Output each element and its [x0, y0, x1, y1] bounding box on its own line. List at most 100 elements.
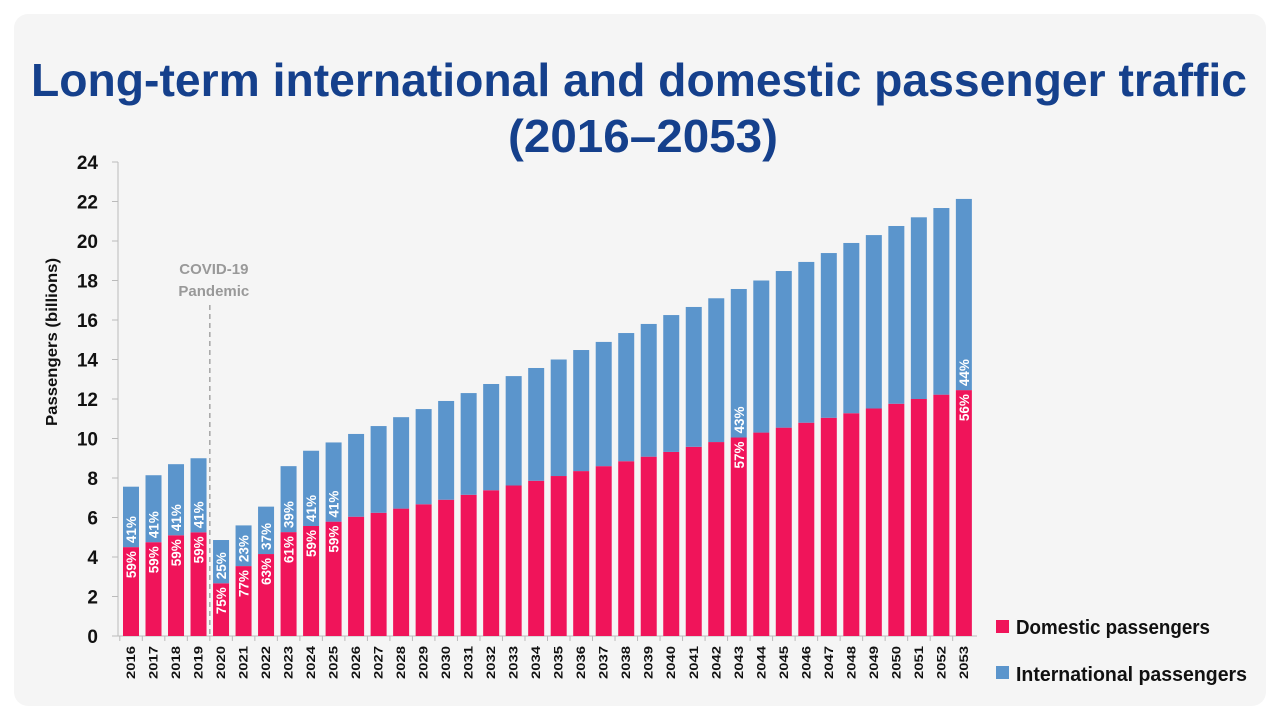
x-tick-label: 2044 — [754, 646, 768, 679]
bar-2052 — [933, 208, 950, 636]
international-share-label: 41% — [303, 494, 319, 522]
bar-2048 — [843, 242, 860, 636]
domestic-bar — [483, 490, 500, 636]
international-bar — [438, 400, 455, 500]
x-tick-label: 2026 — [349, 646, 363, 679]
international-bar — [168, 464, 185, 536]
international-bar — [933, 208, 950, 395]
domestic-share-label: 57% — [731, 441, 747, 469]
bar-2024: 59%41% — [303, 450, 320, 636]
legend-label: Domestic passengers — [1016, 617, 1210, 639]
bar-2043: 57%43% — [730, 288, 747, 636]
x-tick-label: 2038 — [619, 646, 633, 679]
x-tick-label: 2029 — [417, 646, 431, 679]
domestic-bar — [550, 476, 567, 636]
domestic-share-label: 59% — [191, 536, 207, 564]
domestic-bar — [415, 504, 432, 636]
x-tick-label: 2053 — [957, 646, 971, 679]
domestic-bar — [123, 547, 139, 636]
y-tick-label: 0 — [87, 627, 98, 648]
bar-2028 — [393, 417, 410, 636]
bar-2045 — [775, 271, 792, 636]
x-tick-label: 2028 — [394, 646, 408, 679]
x-tick-label: 2032 — [484, 646, 498, 679]
domestic-share-label: 59% — [146, 546, 162, 574]
domestic-share-label: 61% — [281, 536, 297, 564]
international-share-label: 41% — [146, 511, 162, 539]
x-tick-label: 2030 — [439, 646, 453, 679]
international-share-label: 41% — [191, 501, 207, 529]
international-share-label: 43% — [731, 406, 747, 434]
international-share-label: 41% — [168, 504, 184, 532]
international-share-label: 25% — [213, 552, 229, 580]
x-tick-label: 2018 — [169, 646, 183, 679]
x-tick-label: 2050 — [889, 646, 903, 679]
domestic-bar — [775, 427, 792, 636]
bar-2039 — [640, 323, 657, 636]
x-tick-label: 2036 — [574, 646, 588, 679]
x-tick-label: 2039 — [642, 646, 656, 679]
legend-swatch — [996, 666, 1009, 679]
bar-2042 — [708, 298, 725, 636]
international-bar — [528, 367, 545, 481]
x-tick-label: 2016 — [124, 646, 138, 679]
y-tick-label: 12 — [77, 390, 98, 411]
bar-2040 — [663, 315, 680, 636]
domestic-share-label: 56% — [956, 394, 972, 422]
bar-2036 — [573, 350, 590, 636]
x-tick-label: 2031 — [462, 646, 476, 679]
international-bar — [910, 217, 927, 399]
international-share-label: 41% — [123, 516, 139, 544]
x-tick-label: 2048 — [844, 646, 858, 679]
domestic-bar — [348, 516, 365, 636]
legend-swatch — [996, 620, 1009, 633]
x-tick-label: 2034 — [529, 646, 543, 679]
domestic-bar — [595, 466, 612, 636]
y-tick-label: 4 — [87, 548, 98, 569]
international-bar — [123, 486, 139, 548]
x-tick-label: 2042 — [709, 646, 723, 679]
international-bar — [460, 393, 477, 495]
bar-2038 — [618, 333, 635, 636]
bar-2027 — [370, 426, 387, 636]
international-bar — [303, 450, 320, 526]
bar-2026 — [348, 433, 365, 636]
international-bar — [235, 525, 252, 567]
international-bar — [190, 458, 207, 533]
international-bar — [753, 280, 770, 433]
bar-2053: 56%44% — [955, 198, 972, 636]
x-tick-label: 2041 — [687, 646, 701, 679]
x-tick-label: 2025 — [327, 646, 341, 679]
international-bar — [145, 475, 162, 543]
international-bar — [820, 253, 837, 418]
bars: 59%41%59%41%59%41%59%41%75%25%77%23%63%3… — [123, 198, 972, 636]
international-bar — [415, 409, 432, 505]
x-tick-label: 2051 — [912, 646, 926, 679]
y-tick-label: 20 — [77, 232, 98, 253]
legend: Domestic passengers International passeng… — [996, 617, 1247, 686]
bar-2029 — [415, 409, 432, 636]
international-bar — [595, 341, 612, 467]
x-tick-label: 2021 — [237, 646, 251, 679]
bar-2022: 63%37% — [258, 506, 275, 636]
domestic-bar — [618, 461, 635, 636]
bar-2021: 77%23% — [235, 525, 252, 636]
international-share-label: 37% — [258, 523, 274, 551]
bar-2044 — [753, 280, 770, 636]
bar-2049 — [865, 235, 882, 636]
international-bar — [865, 235, 882, 409]
bar-2037 — [595, 341, 612, 636]
x-tick-label: 2027 — [372, 646, 386, 679]
y-tick-label: 10 — [77, 430, 98, 451]
y-tick-label: 2 — [87, 588, 98, 609]
x-tick-label: 2045 — [777, 646, 791, 679]
domestic-bar — [393, 508, 410, 636]
domestic-bar — [865, 408, 882, 636]
bar-2032 — [483, 383, 500, 636]
x-tick-label: 2037 — [597, 646, 611, 679]
covid-annotation: COVID-19 Pandemic — [178, 261, 249, 636]
international-share-label: 23% — [236, 535, 252, 563]
domestic-bar — [168, 535, 185, 636]
international-bar — [843, 242, 860, 414]
